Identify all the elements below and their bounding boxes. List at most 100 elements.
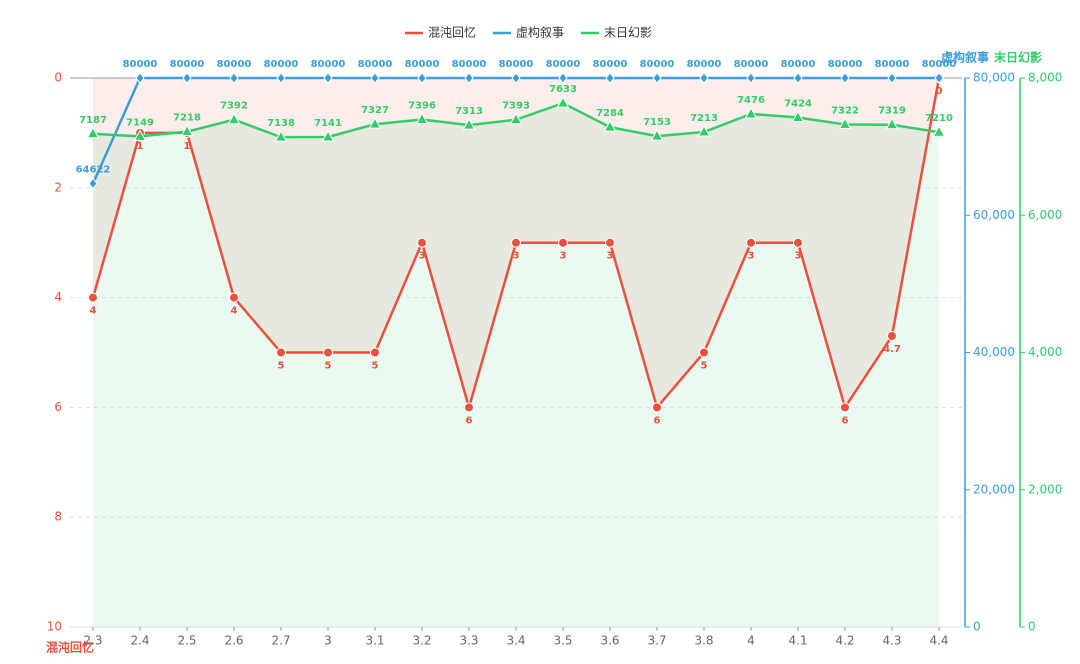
y-tick-label: 20,000 <box>973 482 1015 496</box>
y-tick-label: 80,000 <box>973 71 1015 85</box>
point <box>887 72 897 84</box>
data-label: 3 <box>795 251 802 262</box>
y-tick-label: 0 <box>1028 620 1036 634</box>
data-label: 7396 <box>408 100 436 111</box>
y-tick-label: 6,000 <box>1028 208 1062 222</box>
data-label: 80000 <box>546 59 581 70</box>
y-tick-label: 0 <box>973 620 981 634</box>
point <box>558 237 568 248</box>
y-tick-label: 8 <box>54 510 62 524</box>
x-tick-label: 2.4 <box>130 634 149 648</box>
data-label: 3 <box>607 251 614 262</box>
point <box>558 72 568 84</box>
point <box>652 402 662 413</box>
x-tick-label: 4.1 <box>788 634 807 648</box>
data-label: 4.7 <box>883 344 901 355</box>
data-label: 3 <box>748 251 755 262</box>
data-label: 1 <box>184 141 191 152</box>
data-label: 5 <box>701 361 708 372</box>
point <box>793 237 803 248</box>
point <box>697 124 711 137</box>
data-label: 80000 <box>170 59 205 70</box>
data-label: 3 <box>419 251 426 262</box>
point <box>227 112 241 125</box>
point <box>370 347 380 358</box>
point <box>370 72 380 84</box>
data-label: 7319 <box>878 106 906 117</box>
data-label: 80000 <box>311 59 346 70</box>
x-tick-label: 3.3 <box>459 634 478 648</box>
point <box>464 402 474 413</box>
point <box>274 130 288 142</box>
data-label: 7138 <box>267 118 295 129</box>
x-tick-label: 4.2 <box>835 634 854 648</box>
x-tick-label: 3.1 <box>365 634 384 648</box>
point <box>605 72 615 84</box>
data-label: 7633 <box>549 84 577 95</box>
x-tick-label: 3.4 <box>506 634 525 648</box>
data-label: 6 <box>654 415 661 426</box>
point <box>603 120 617 132</box>
point <box>88 177 98 190</box>
y-axis-title: 混沌回忆 <box>46 640 94 655</box>
y-tick-label: 4,000 <box>1028 345 1062 359</box>
data-label: 80000 <box>593 59 628 70</box>
data-label: 80000 <box>781 59 816 70</box>
x-tick-label: 3.8 <box>694 634 713 648</box>
data-label: 7141 <box>314 118 342 129</box>
point <box>462 118 476 130</box>
data-label: 80000 <box>217 59 252 70</box>
data-label: 7213 <box>690 113 718 124</box>
data-label: 5 <box>372 361 379 372</box>
y-tick-label: 10 <box>47 620 62 634</box>
data-label: 6 <box>842 415 849 426</box>
data-label: 80000 <box>358 59 393 70</box>
point <box>86 126 100 139</box>
point <box>838 117 852 130</box>
point <box>464 72 474 84</box>
point <box>511 237 521 248</box>
x-tick-label: 2.6 <box>224 634 243 648</box>
legend-label: 混沌回忆 <box>428 26 476 40</box>
data-label: 80000 <box>264 59 299 70</box>
point <box>180 124 194 137</box>
y-tick-label: 6 <box>54 400 62 414</box>
point <box>793 72 803 84</box>
point <box>182 72 192 84</box>
data-label: 3 <box>513 251 520 262</box>
point <box>885 117 899 130</box>
point <box>746 72 756 84</box>
data-label: 7149 <box>126 117 154 128</box>
point <box>229 72 239 84</box>
data-label: 4 <box>90 306 97 317</box>
point <box>229 292 239 303</box>
data-label: 7218 <box>173 113 201 124</box>
y-axis-title: 虚构叙事 <box>941 50 989 65</box>
x-tick-label: 4.3 <box>882 634 901 648</box>
data-label: 7476 <box>737 95 765 106</box>
y-tick-label: 40,000 <box>973 345 1015 359</box>
point <box>556 96 570 108</box>
data-label: 7187 <box>79 115 107 126</box>
data-label: 7284 <box>596 108 624 119</box>
data-label: 7313 <box>455 106 483 117</box>
point <box>650 129 664 141</box>
point <box>744 106 758 119</box>
data-label: 5 <box>325 361 332 372</box>
x-tick-label: 3.5 <box>553 634 572 648</box>
data-label: 80000 <box>687 59 722 70</box>
data-label: 80000 <box>452 59 487 70</box>
point <box>135 72 145 84</box>
x-tick-label: 3 <box>324 634 332 648</box>
point <box>417 237 427 248</box>
x-tick-label: 3.2 <box>412 634 431 648</box>
point <box>323 347 333 358</box>
point <box>934 72 944 84</box>
data-label: 7322 <box>831 106 859 117</box>
point <box>509 112 523 125</box>
data-label: 7210 <box>925 113 953 124</box>
data-label: 7327 <box>361 105 389 116</box>
point <box>746 237 756 248</box>
data-label: 80000 <box>875 59 910 70</box>
point <box>511 72 521 84</box>
